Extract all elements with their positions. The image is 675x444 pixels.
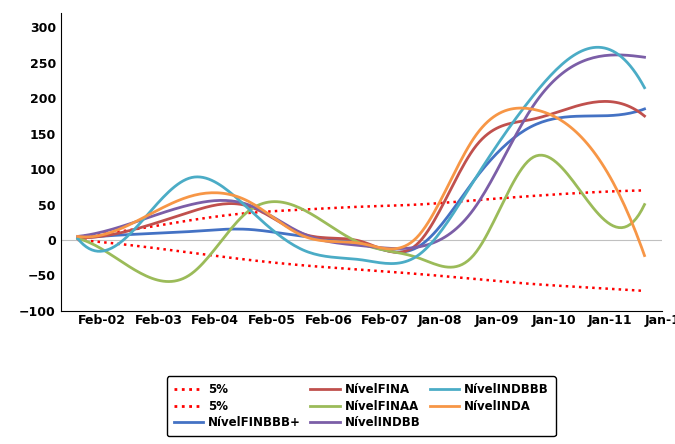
Legend: 5%, 5%, NívelFINBBB+, NívelFINA, NívelFINAA, NívelINDBB, NívelINDBBB, NívelINDA: 5%, 5%, NívelFINBBB+, NívelFINA, NívelFI… xyxy=(167,376,556,436)
